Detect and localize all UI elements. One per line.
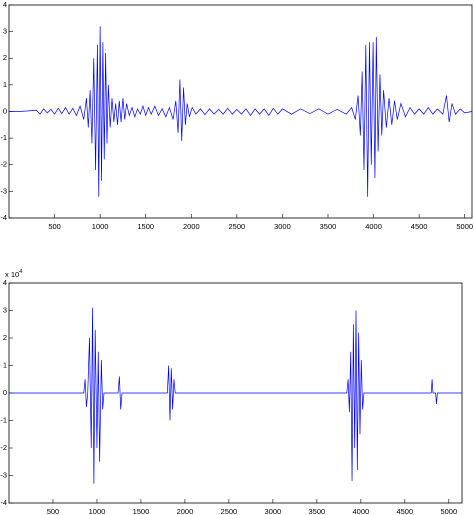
y-scale-base: x 10	[5, 270, 19, 279]
x-tick-label: 3000	[274, 222, 291, 231]
y-tick-label: 4	[3, 0, 7, 9]
x-tick-label: 3500	[309, 507, 326, 515]
y-tick-label: 3	[3, 305, 7, 314]
plot-area	[8, 4, 473, 219]
x-tick-label: 5000	[456, 222, 473, 231]
y-tick-label: -3	[0, 470, 7, 479]
y-tick-label: -4	[0, 213, 7, 222]
x-tick-label: 2500	[229, 222, 246, 231]
x-tick-label: 500	[47, 507, 60, 515]
y-tick-label: 3	[3, 27, 7, 36]
x-tick-label: 5000	[440, 507, 457, 515]
y-tick-label: 0	[3, 106, 7, 115]
y-tick-label: 0	[3, 388, 7, 397]
y-tick-label: -4	[0, 498, 7, 507]
y-scale-label: x 104	[5, 0, 22, 1]
x-tick-label: 4000	[365, 222, 382, 231]
x-tick-label: 1000	[92, 222, 109, 231]
signal-line	[9, 307, 462, 484]
y-tick-label: 1	[3, 360, 7, 369]
x-tick-label: 2000	[183, 222, 200, 231]
y-scale-base: x 10	[5, 0, 19, 1]
x-tick-label: 2500	[221, 507, 238, 515]
y-tick-label: 2	[3, 333, 7, 342]
x-tick-label: 3000	[265, 507, 282, 515]
signal-line	[9, 26, 473, 197]
y-tick-label: 1	[3, 80, 7, 89]
y-tick-label: -3	[0, 186, 7, 195]
y-tick-label: 4	[3, 278, 7, 287]
x-tick-label: 2000	[177, 507, 194, 515]
x-tick-label: 4500	[396, 507, 413, 515]
y-tick-label: -2	[0, 160, 7, 169]
x-tick-label: 1500	[137, 222, 154, 231]
y-scale-exponent: 4	[19, 269, 22, 275]
x-tick-label: 500	[48, 222, 61, 231]
y-scale-label: x 104	[5, 269, 22, 279]
y-tick-label: -1	[0, 133, 7, 142]
x-tick-label: 4000	[353, 507, 370, 515]
y-tick-label: -2	[0, 443, 7, 452]
x-tick-label: 4500	[411, 222, 428, 231]
x-tick-label: 1000	[89, 507, 106, 515]
x-tick-label: 1500	[133, 507, 150, 515]
y-tick-label: 2	[3, 53, 7, 62]
x-tick-label: 3500	[320, 222, 337, 231]
y-tick-label: -1	[0, 415, 7, 424]
